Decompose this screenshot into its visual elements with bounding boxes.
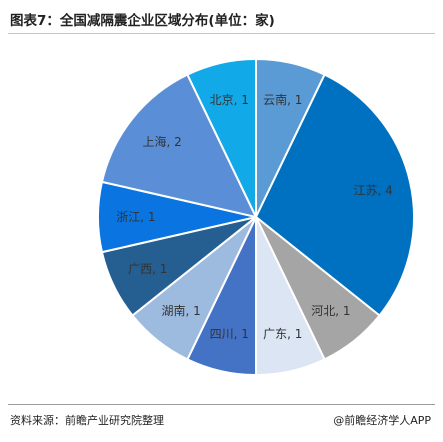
slice-label-9: 北京, 1 [210, 93, 249, 107]
pie-slice-8 [100, 73, 258, 219]
brand-credit: @前瞻经济学人APP [333, 414, 431, 427]
slice-label-1: 江苏, 4 [353, 183, 392, 197]
slice-label-6: 广西, 1 [128, 262, 167, 276]
slice-label-7: 浙江, 1 [116, 210, 155, 224]
pie-labels: 云南, 1 江苏, 4 河北, 1 广东, 1 四川, 1 湖南, 1 广西, 1 浙江, 1… [116, 92, 392, 341]
slice-label-0: 云南, 1 [263, 92, 302, 107]
pie-slice-9 [186, 57, 257, 218]
slice-label-2: 河北, 1 [311, 304, 350, 318]
pie-slices [97, 57, 415, 377]
pie-slice-1 [254, 73, 415, 317]
slice-label-4: 四川, 1 [210, 327, 249, 341]
slice-label-5: 湖南, 1 [161, 303, 200, 318]
slice-label-3: 广东, 1 [263, 327, 302, 341]
source-note: 资料来源：前瞻产业研究院整理 [10, 414, 164, 427]
chart-title: 图表7：全国减隔震企业区域分布(单位：家) [10, 13, 275, 29]
footer-divider [8, 404, 435, 405]
slice-label-8: 上海, 2 [142, 134, 181, 149]
title-divider [8, 33, 435, 34]
